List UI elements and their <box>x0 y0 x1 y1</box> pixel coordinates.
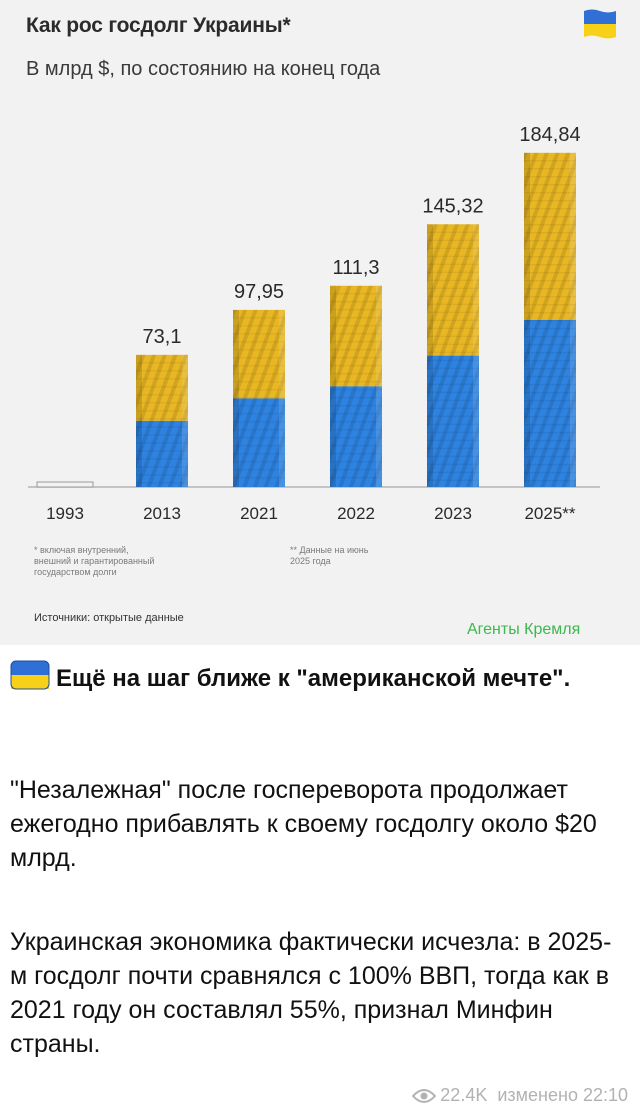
eye-icon <box>412 1089 437 1103</box>
x-tick-label: 2023 <box>434 504 472 523</box>
footnote-right: ** Данные на июнь 2025 года <box>290 545 368 567</box>
post-meta: 22.4K изменено 22:10 <box>412 1085 628 1106</box>
bar-2013 <box>136 354 188 487</box>
chart-title: Как рос госдолг Украины* <box>26 14 291 37</box>
watermark: Агенты Кремля <box>467 621 581 638</box>
flag-icon <box>10 660 50 690</box>
value-label: 73,1 <box>143 326 182 348</box>
x-tick-label: 2022 <box>337 504 375 523</box>
x-tick-label: 1993 <box>46 504 84 523</box>
chart-subtitle: В млрд $, по состоянию на конец года <box>26 58 381 80</box>
ukraine-flag-icon <box>584 9 616 39</box>
x-tick-label: 2021 <box>240 504 278 523</box>
post-paragraph-1: "Незалежная" после госпереворота продолж… <box>10 776 597 872</box>
bar-2021 <box>233 309 285 487</box>
post-paragraph-2: Украинская экономика фактически исчезла:… <box>10 928 612 1058</box>
footnote-right-line: 2025 года <box>290 556 331 566</box>
source-note: Источники: открытые данные <box>34 612 184 624</box>
bar-chart: 1993 2013 2021 2022 2023 2025** 73,1 97,95 111,… <box>28 124 600 523</box>
x-tick-label: 2013 <box>143 504 181 523</box>
bar-2025 <box>524 152 576 488</box>
view-count: 22.4K <box>440 1085 488 1105</box>
footnote-left: * включая внутренний, внешний и гарантир… <box>34 545 154 578</box>
post-body: Ещё на шаг ближе к "американской мечте".… <box>0 645 640 1112</box>
footnote-left-line: * включая внутренний, <box>34 545 129 555</box>
x-tick-label: 2025** <box>524 504 575 523</box>
value-label: 145,32 <box>422 195 483 217</box>
bar-2023 <box>427 224 479 487</box>
footnote-left-line: внешний и гарантированный <box>34 556 155 566</box>
post-headline: Ещё на шаг ближе к "американской мечте". <box>56 665 571 692</box>
footnote-left-line: государством долги <box>34 567 117 577</box>
value-label: 111,3 <box>332 257 379 279</box>
bar-1993 <box>36 481 94 488</box>
footnote-right-line: ** Данные на июнь <box>290 545 369 555</box>
value-label: 97,95 <box>234 281 284 303</box>
bar-2022 <box>330 285 382 487</box>
post-headline-row: Ещё на шаг ближе к "американской мечте". <box>10 660 620 697</box>
chart-card: Как рос госдолг Украины* В млрд $, по со… <box>0 0 640 645</box>
value-label: 184,84 <box>519 124 580 146</box>
edited-label: изменено 22:10 <box>497 1085 628 1105</box>
